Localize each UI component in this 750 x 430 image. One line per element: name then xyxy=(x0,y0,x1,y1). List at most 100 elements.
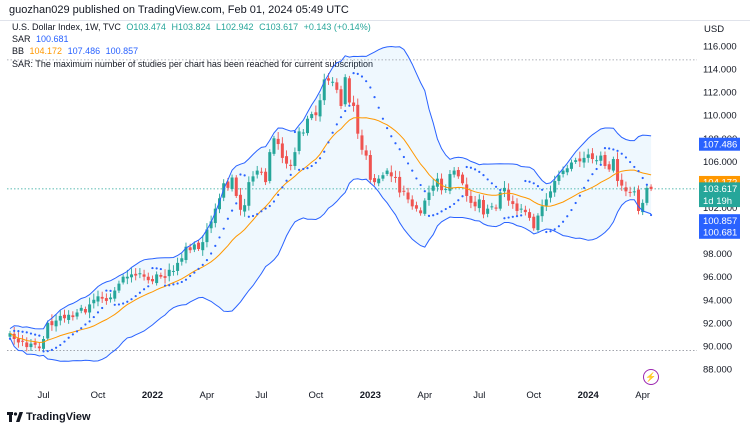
sar-dot xyxy=(210,252,213,255)
candle xyxy=(305,115,309,136)
legend-row-bb[interactable]: BB 104.172 107.486 100.857 xyxy=(12,46,138,56)
candle xyxy=(456,167,460,179)
sar-dot xyxy=(520,214,523,217)
candle xyxy=(590,148,594,164)
legend-row-sar[interactable]: SAR 100.681 xyxy=(12,34,69,44)
candle-body xyxy=(540,206,544,217)
candle-body xyxy=(469,195,473,203)
candle xyxy=(209,215,213,234)
sar-dot xyxy=(478,170,481,173)
candle xyxy=(402,185,406,196)
sar-dot xyxy=(268,204,271,208)
sar-dot xyxy=(293,130,297,134)
candle xyxy=(373,174,377,186)
candle xyxy=(611,156,615,173)
candle-body xyxy=(645,187,649,203)
candle-body xyxy=(83,309,87,313)
candle xyxy=(423,198,427,216)
lightning-icon[interactable]: ⚡ xyxy=(643,369,659,385)
candle-body xyxy=(339,89,343,106)
sar-dot xyxy=(151,266,154,270)
sar-dot xyxy=(172,283,175,286)
y-tick-label: 94.000 xyxy=(703,295,732,306)
candle-body xyxy=(402,190,406,192)
candle-body xyxy=(104,298,108,301)
candle xyxy=(259,167,263,176)
candle-body xyxy=(373,178,377,183)
x-tick-label: Jul xyxy=(473,390,485,401)
candle-body xyxy=(62,314,66,319)
candle xyxy=(243,198,247,217)
candle xyxy=(637,185,640,215)
sar-dot xyxy=(84,323,87,326)
sar-dot xyxy=(373,95,376,99)
sar-dot xyxy=(122,302,125,305)
sar-dot xyxy=(75,330,79,333)
candle xyxy=(586,148,590,163)
candle-body xyxy=(410,199,414,207)
candle-body xyxy=(574,160,578,162)
study-limit-notice: SAR: The maximum number of studies per c… xyxy=(12,59,374,69)
candle xyxy=(100,291,104,303)
candle xyxy=(389,165,393,183)
sar-dot xyxy=(406,162,410,165)
candle xyxy=(528,208,532,221)
sar-dot xyxy=(243,174,246,177)
ohlc-low: L102.942 xyxy=(216,22,254,32)
y-tick-label: 92.000 xyxy=(703,318,732,329)
candle xyxy=(150,275,154,285)
y-tick-label: 96.000 xyxy=(703,272,732,283)
candle xyxy=(197,240,201,252)
candle-body xyxy=(389,172,393,177)
x-tick-label: Oct xyxy=(308,390,323,401)
tradingview-icon xyxy=(7,412,23,422)
candle-body xyxy=(582,157,586,163)
candle xyxy=(238,187,242,216)
chart-frame xyxy=(0,20,750,430)
sar-dot xyxy=(214,244,217,248)
candle-body xyxy=(205,229,209,243)
candle-body xyxy=(134,273,138,276)
sar-dot xyxy=(159,267,162,271)
ohlc-change: +0.143 (+0.14%) xyxy=(303,22,371,32)
candle-body xyxy=(268,152,272,181)
candle-body xyxy=(502,187,506,192)
candle-body xyxy=(113,290,117,299)
candle xyxy=(33,338,37,349)
sar-dot xyxy=(251,214,255,218)
sar-dot xyxy=(603,146,607,150)
candle-body xyxy=(197,242,201,250)
sar-dot xyxy=(101,306,104,310)
candle xyxy=(184,242,188,264)
sar-dot xyxy=(595,167,598,171)
candle-body xyxy=(121,276,125,283)
sar-dot xyxy=(113,303,116,306)
candle xyxy=(247,176,251,211)
candle-body xyxy=(360,135,364,150)
candle xyxy=(201,235,205,256)
candle xyxy=(280,137,284,164)
candle xyxy=(628,186,632,197)
candle xyxy=(71,311,75,321)
candle-body xyxy=(465,184,469,196)
candle-body xyxy=(624,187,628,192)
sar-dot xyxy=(553,228,556,231)
price-tag-bg xyxy=(699,182,740,196)
sar-dot xyxy=(176,282,179,285)
candle-body xyxy=(301,132,305,134)
ohlc-high: H103.824 xyxy=(171,22,211,32)
sar-dot xyxy=(8,337,12,340)
sar-dot xyxy=(386,127,389,130)
currency-unit-label[interactable]: USD xyxy=(704,24,725,35)
bollinger-band-fill xyxy=(10,46,652,362)
tradingview-logo[interactable]: TradingView xyxy=(7,411,91,423)
candle xyxy=(96,290,100,307)
sar-dot xyxy=(34,333,37,336)
sar-dot xyxy=(239,173,242,176)
sar-dot xyxy=(633,165,636,169)
bb-label: BB xyxy=(12,46,25,56)
candle xyxy=(264,168,268,186)
sar-dot xyxy=(197,267,200,271)
candle-body xyxy=(192,244,196,250)
